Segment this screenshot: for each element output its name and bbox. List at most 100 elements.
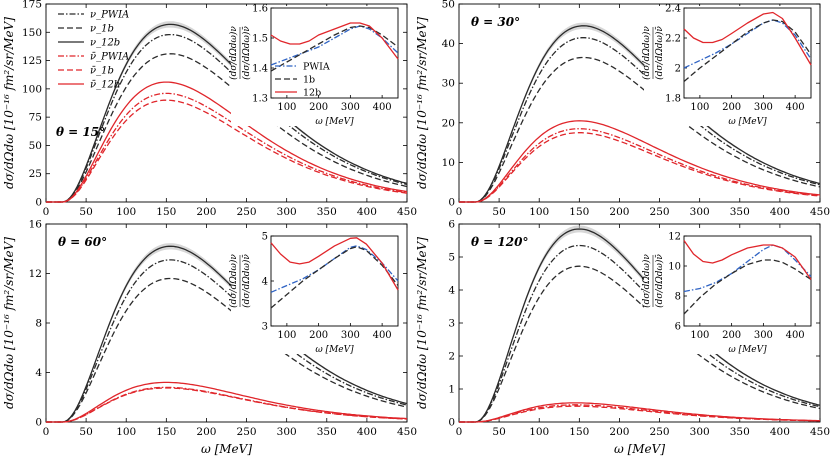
inset-x-tick-label: 300 (341, 330, 360, 341)
angle-label: θ = 15° (56, 125, 105, 139)
inset-y-tick-label: 1.5 (252, 34, 268, 45)
x-tick-label: 100 (116, 426, 136, 438)
inset-y-tick-label: 2.2 (665, 34, 681, 45)
x-tick-label: 250 (650, 206, 670, 218)
inset-x-axis-label: ω [MeV] (315, 117, 354, 127)
legend-label: ν_1b (90, 24, 114, 35)
inset-legend-label: PWIA (303, 62, 330, 73)
inset-plot: 100 200 300 400 3 4 5 ω [MeV] (dσ/dΩdω)ν (dσ/dΩdω… (228, 232, 402, 355)
inset-x-tick-label: 400 (786, 102, 805, 113)
x-tick-label: 50 (492, 426, 505, 438)
y-tick-label: 4 (448, 285, 455, 297)
x-tick-label: 450 (810, 206, 830, 218)
inset-x-tick-label: 100 (690, 330, 709, 341)
plot-frame (45, 3, 408, 203)
inset-series-12b (270, 237, 399, 291)
inset-frame (683, 235, 812, 327)
y-tick-label: 0 (448, 417, 455, 429)
series-line-6 (46, 81, 408, 203)
series-line-1 (46, 259, 408, 423)
inset-plot: 100 200 300 400 1.3 1.4 1.5 1.6 ω [MeV] (dσ/dΩdω)… (228, 4, 402, 127)
inset-background (644, 234, 815, 354)
y-tick-label: 125 (22, 55, 42, 67)
inset-background (231, 6, 402, 126)
inset-y-tick-label: 1.6 (252, 4, 268, 15)
inset-x-tick-label: 200 (722, 102, 741, 113)
x-tick-label: 0 (456, 426, 463, 438)
y-tick-label: 40 (442, 38, 455, 50)
inset-y-tick-label: 4 (262, 277, 268, 288)
y-tick-label: 175 (22, 0, 42, 11)
x-tick-label: 100 (529, 426, 549, 438)
y-tick-label: 6 (448, 219, 455, 231)
legend-label: ν_12b (90, 38, 120, 49)
series-line-2 (459, 265, 821, 423)
y-tick-label: 25 (29, 168, 42, 180)
inset-y-label-numerator: (dσ/dΩdω)ν (641, 254, 652, 308)
inset-x-tick-label: 200 (309, 330, 328, 341)
y-tick-label: 2 (448, 351, 455, 363)
x-tick-label: 200 (609, 206, 629, 218)
series-line-2 (459, 56, 821, 203)
angle-label: θ = 60° (58, 235, 107, 249)
inset-frame (683, 7, 812, 99)
inset-y-tick-label: 1.4 (252, 64, 268, 75)
inset-series-12b (270, 22, 399, 60)
panel-2: 0 50 100 150 200 250 300 350 400 450 0 10 20 30 40 50 θ … (415, 0, 830, 218)
plot-frame (458, 3, 821, 203)
series-line-1 (459, 244, 821, 423)
main-legend: ν_PWIA ν_1b ν_12b ν̄_PWIA ν̄_1b ν̄_12b (58, 10, 129, 91)
inset-y-tick-label: 8 (675, 292, 681, 303)
inset-frame (270, 7, 399, 99)
y-tick-label: 10 (442, 157, 455, 169)
inset-x-tick-label: 200 (309, 102, 328, 113)
y-tick-label: 1 (448, 384, 455, 396)
y-tick-label: 5 (448, 252, 455, 264)
x-tick-label: 300 (277, 426, 297, 438)
y-axis-label: dσ/dΩdω [10⁻¹⁶ fm²/sr/MeV] (415, 237, 429, 409)
inset-x-tick-label: 100 (277, 102, 296, 113)
x-tick-label: 0 (456, 206, 463, 218)
y-tick-label: 8 (35, 318, 42, 330)
x-tick-label: 100 (529, 206, 549, 218)
inset-y-tick-label: 2.4 (665, 4, 681, 15)
inset-y-label-numerator: (dσ/dΩdω)ν (641, 26, 652, 80)
panel-3: 0 50 100 150 200 250 300 350 400 450 0 4 8 12 16 θ = 60… (2, 219, 417, 457)
inset-legend-label: 12b (303, 88, 321, 99)
x-axis-label: ω [MeV] (614, 442, 665, 456)
series-line-4 (459, 128, 821, 203)
x-tick-label: 150 (569, 426, 589, 438)
y-axis-label: dσ/dΩdω [10⁻¹⁶ fm²/sr/MeV] (415, 17, 429, 189)
inset-y-label-numerator: (dσ/dΩdω)ν (228, 26, 239, 80)
inset-x-tick-label: 100 (277, 330, 296, 341)
inset-x-tick-label: 400 (373, 102, 392, 113)
x-tick-label: 400 (357, 426, 377, 438)
x-tick-label: 450 (397, 206, 417, 218)
series-line-5 (459, 132, 821, 203)
x-tick-label: 150 (156, 426, 176, 438)
legend-label: ν_PWIA (90, 10, 129, 21)
inset-x-tick-label: 100 (690, 102, 709, 113)
series-line-1 (46, 33, 408, 203)
y-tick-label: 30 (442, 78, 455, 90)
inset-x-tick-label: 300 (341, 102, 360, 113)
inset-x-tick-label: 200 (722, 330, 741, 341)
x-tick-label: 300 (277, 206, 297, 218)
y-tick-label: 4 (35, 367, 42, 379)
inset-y-label-denominator: (dσ/dΩdω)ν̄ (654, 254, 665, 308)
x-tick-label: 100 (116, 206, 136, 218)
inset-y-tick-label: 1.3 (252, 94, 268, 105)
uncertainty-band (459, 22, 820, 202)
series-line-5 (46, 387, 408, 423)
inset-x-axis-label: ω [MeV] (728, 117, 767, 127)
legend-label: ν̄_12b (90, 80, 120, 91)
x-tick-label: 0 (43, 426, 50, 438)
x-tick-label: 150 (156, 206, 176, 218)
angle-label: θ = 120° (471, 235, 528, 249)
legend-label: ν̄_1b (90, 66, 114, 77)
x-tick-label: 300 (690, 206, 710, 218)
inset-plot: 100 200 300 400 1.8 2 2.2 2.4 ω [MeV] (dσ/dΩdω)ν(… (641, 4, 815, 127)
x-tick-label: 300 (690, 426, 710, 438)
series-line-3 (459, 228, 821, 423)
